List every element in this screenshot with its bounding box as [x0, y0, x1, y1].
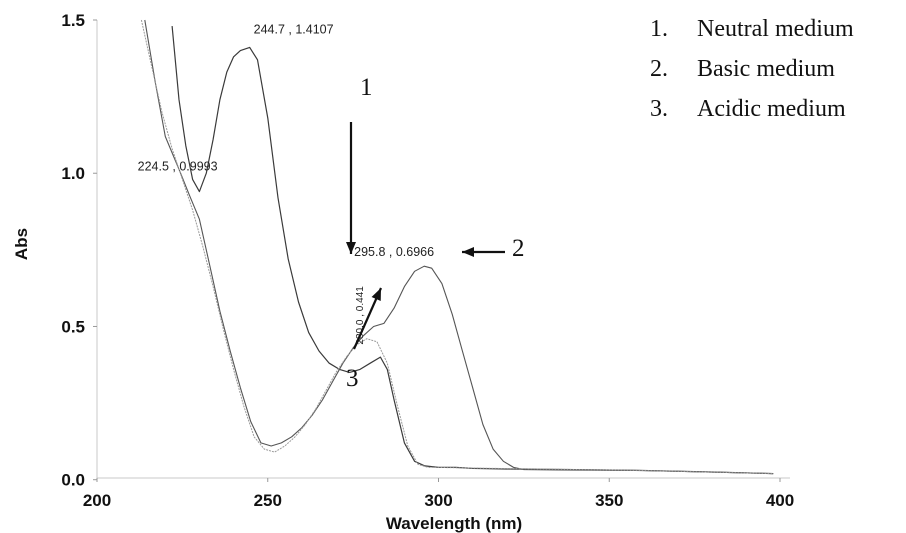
annotation-3: 3	[346, 365, 359, 392]
x-tick-label: 300	[424, 491, 452, 510]
x-axis-title: Wavelength (nm)	[386, 514, 522, 533]
annotation-2: 2	[512, 235, 525, 262]
y-tick-label: 1.0	[61, 164, 85, 183]
annotation-1: 1	[360, 74, 373, 101]
series-line-2	[144, 19, 774, 475]
legend-number-2: 2.	[650, 56, 668, 82]
x-tick-label: 200	[83, 491, 111, 510]
y-tick-label: 1.5	[61, 11, 85, 30]
peak-label: 280.0 , 0.441	[355, 286, 366, 345]
legend-number-3: 3.	[650, 96, 668, 122]
y-axis-title: Abs	[12, 228, 31, 260]
peak-label: 295.8 , 0.6966	[354, 245, 434, 259]
legend-label-basic: Basic medium	[697, 56, 835, 82]
x-tick-label: 350	[595, 491, 623, 510]
annotations: 244.7 , 1.4107 224.5 , 0.9993 295.8 , 0.69…	[138, 22, 505, 350]
x-tick-label: 400	[766, 491, 794, 510]
legend-label-acidic: Acidic medium	[697, 96, 846, 122]
arrow-2-head	[462, 247, 474, 257]
peak-label: 224.5 , 0.9993	[138, 159, 218, 173]
y-tick-label: 0.0	[61, 471, 85, 490]
arrow-1-head	[346, 242, 356, 254]
spectra	[140, 19, 774, 475]
axes: 0.0 0.5 1.0 1.5 200 250 300 350 400	[61, 11, 794, 510]
legend: 1. Neutral medium 2. Basic medium 3. Aci…	[650, 16, 854, 122]
peak-label: 244.7 , 1.4107	[254, 22, 334, 36]
y-tick-label: 0.5	[61, 317, 85, 336]
x-tick-label: 250	[254, 491, 282, 510]
legend-number-1: 1.	[650, 16, 668, 42]
series-line-3	[140, 19, 774, 475]
arrow-3-head	[371, 288, 381, 301]
legend-label-neutral: Neutral medium	[697, 16, 854, 42]
